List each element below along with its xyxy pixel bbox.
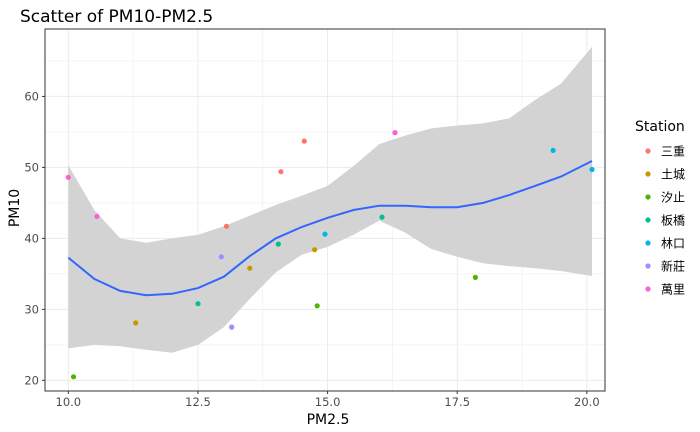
- legend-label: 新莊: [661, 259, 685, 274]
- legend-label: 林口: [661, 237, 685, 251]
- data-point: [70, 374, 77, 380]
- legend-title: Station: [635, 119, 685, 135]
- y-axis-ticks: 20 30 40 50 60: [24, 89, 45, 387]
- data-point: [314, 303, 320, 309]
- x-tick-label: 10.0: [56, 395, 82, 409]
- data-point: [472, 274, 478, 280]
- data-point: [223, 223, 230, 229]
- legend-key: [645, 217, 651, 223]
- data-point: [392, 130, 398, 136]
- y-tick-label: 60: [24, 89, 39, 103]
- smooth-line: [67, 160, 593, 297]
- y-tick-label: 40: [24, 231, 39, 245]
- data-point: [312, 247, 318, 253]
- data-point: [65, 174, 71, 180]
- x-tick-label: 15.0: [315, 395, 341, 409]
- legend-label: 板橋: [661, 214, 685, 228]
- legend-key: [645, 171, 651, 177]
- x-tick-label: 12.5: [185, 395, 211, 409]
- confidence-band-layer: [68, 46, 593, 353]
- legend-key: [645, 148, 651, 154]
- legend-label: 土城: [661, 168, 685, 182]
- data-point: [275, 241, 281, 247]
- legend-label: 萬里: [661, 283, 685, 297]
- plot-panel-border: [44, 28, 606, 392]
- y-tick-label: 30: [24, 302, 39, 316]
- data-point: [218, 254, 224, 260]
- legend-label: 三重: [661, 145, 685, 159]
- confidence-band: [68, 46, 593, 353]
- chart-title: Scatter of PM10-PM2.5: [20, 7, 213, 27]
- data-point: [133, 320, 139, 326]
- data-point: [229, 324, 235, 330]
- x-axis-label: PM2.5: [307, 412, 350, 428]
- data-point: [195, 301, 201, 307]
- x-tick-label: 20.0: [574, 395, 600, 409]
- data-point: [301, 138, 307, 144]
- x-axis-ticks: 10.0 12.5 15.0 17.5 20.0: [56, 391, 600, 409]
- x-tick-label: 17.5: [444, 395, 470, 409]
- data-point: [589, 166, 595, 173]
- legend-key: [645, 263, 651, 269]
- legend-key: [645, 240, 651, 246]
- points-layer: [65, 130, 595, 380]
- data-point: [379, 214, 385, 220]
- y-tick-label: 50: [24, 160, 39, 174]
- data-point: [278, 169, 284, 175]
- y-tick-label: 20: [24, 373, 39, 387]
- data-point: [94, 213, 100, 219]
- legend-label: 汐止: [661, 190, 685, 205]
- legend-key: [645, 286, 651, 292]
- y-axis-label: PM10: [7, 189, 23, 227]
- data-point: [550, 147, 556, 153]
- data-point: [247, 265, 253, 271]
- smooth-line-layer: [67, 160, 593, 297]
- legend-key: [645, 194, 651, 200]
- data-point: [322, 231, 328, 237]
